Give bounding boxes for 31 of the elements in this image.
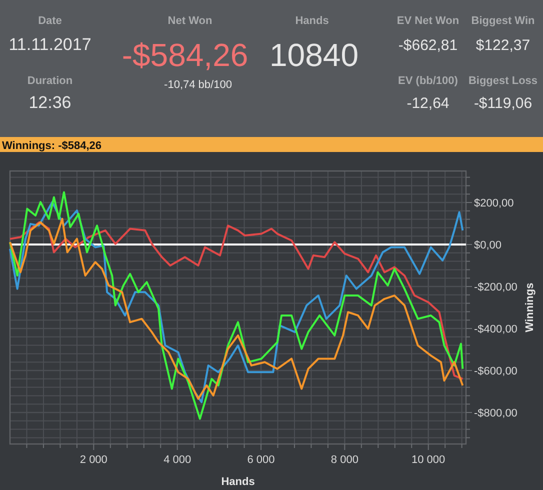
y-tick-label: -$200,00 xyxy=(474,282,518,294)
text: -$662,81 xyxy=(398,37,458,54)
y-tick-label: -$600,00 xyxy=(474,366,518,378)
y-axis-title: Winnings xyxy=(524,282,536,332)
y-tick-label: -$400,00 xyxy=(474,324,518,336)
x-tick-label: 6 000 xyxy=(247,454,275,466)
x-axis-title: Hands xyxy=(221,476,255,488)
text: $122,37 xyxy=(476,37,530,54)
text: EV Net Won xyxy=(396,15,460,27)
text: -10,74 bb/100 xyxy=(164,79,232,91)
x-tick-label: 10 000 xyxy=(412,454,446,466)
text: -12,64 xyxy=(406,95,450,112)
x-tick-label: 8 000 xyxy=(330,454,358,466)
y-tick-label: $200,00 xyxy=(474,198,514,210)
text: -$119,06 xyxy=(474,95,532,112)
text: EV (bb/100) xyxy=(398,75,458,87)
text: Net Won xyxy=(168,15,212,27)
chart-title: Winnings: -$584,26 xyxy=(2,140,102,152)
text: Duration xyxy=(27,75,73,87)
y-tick-label: -$800,00 xyxy=(474,408,518,420)
text: 10840 xyxy=(270,37,358,73)
text: -$584,26 xyxy=(122,37,248,73)
y-tick-label: $0,00 xyxy=(474,240,502,252)
text: 11.11.2017 xyxy=(8,35,92,54)
x-tick-label: 2 000 xyxy=(80,454,108,466)
text: Biggest Win xyxy=(471,15,535,27)
x-tick-label: 4 000 xyxy=(164,454,192,466)
text: Biggest Loss xyxy=(468,75,538,87)
text: Hands xyxy=(295,15,329,27)
text: 12:36 xyxy=(28,93,72,112)
text: Date xyxy=(38,15,62,27)
